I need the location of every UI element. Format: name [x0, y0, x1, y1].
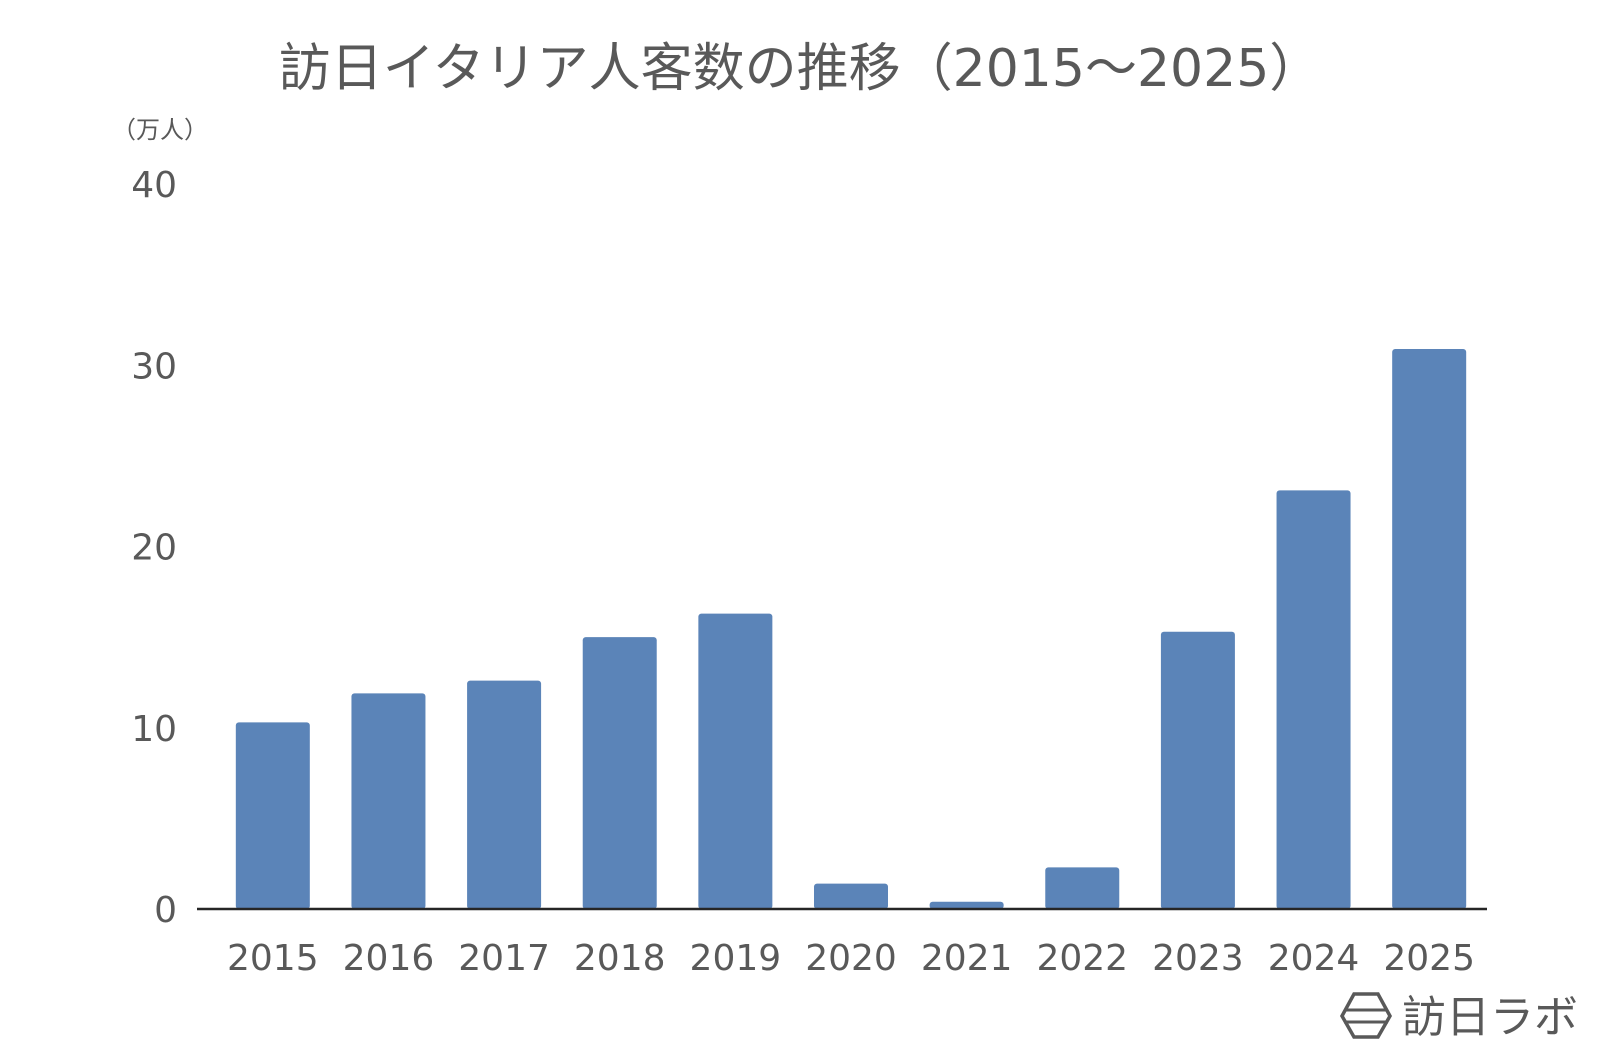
x-tick-label: 2016 [343, 938, 435, 979]
bar-2020 [814, 883, 888, 909]
bar-2016 [351, 693, 426, 909]
y-tick-label: 20 [131, 528, 177, 569]
brand-name: 訪日ラボ [1402, 992, 1578, 1039]
y-axis-ticks: 0 10 20 30 40 [131, 165, 177, 931]
x-tick-label: 2015 [227, 938, 319, 979]
y-tick-label: 30 [131, 346, 177, 387]
bars-group [235, 348, 1467, 909]
x-tick-label: 2025 [1383, 938, 1475, 979]
y-axis-unit-label: （万人） [112, 116, 208, 144]
x-axis-ticks: 2015 2016 2017 2018 2019 2020 2021 2022 2023 2024… [227, 938, 1475, 979]
bar-2022 [1045, 867, 1120, 909]
bar-2021 [929, 901, 1004, 909]
x-tick-label: 2020 [805, 938, 897, 979]
y-tick-label: 40 [131, 165, 177, 206]
bar-2023 [1160, 631, 1235, 909]
x-tick-label: 2023 [1152, 938, 1244, 979]
x-tick-label: 2018 [574, 938, 666, 979]
bar-2025 [1392, 348, 1467, 909]
x-tick-label: 2019 [690, 938, 782, 979]
x-tick-label: 2024 [1268, 938, 1360, 979]
bar-2018 [582, 637, 657, 909]
bar-2015 [235, 722, 310, 909]
y-tick-label: 0 [154, 890, 177, 931]
brand-watermark: 訪日ラボ [1339, 992, 1578, 1039]
x-tick-label: 2021 [921, 938, 1013, 979]
bar-2024 [1276, 490, 1351, 909]
y-tick-label: 10 [131, 709, 177, 750]
chart-title: 訪日イタリア人客数の推移（2015～2025） [279, 39, 1322, 99]
hexagon-logo-icon [1339, 992, 1393, 1039]
bar-2017 [467, 680, 542, 909]
x-tick-label: 2017 [458, 938, 550, 979]
x-tick-label: 2022 [1036, 938, 1128, 979]
bar-2019 [698, 613, 773, 909]
